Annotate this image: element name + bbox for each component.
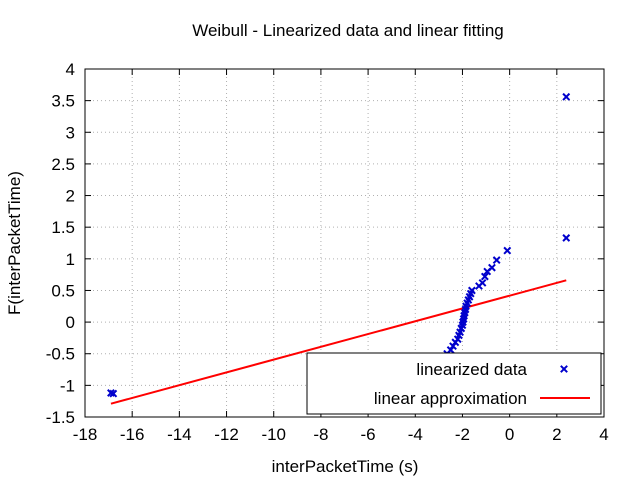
x-axis-title: interPacketTime (s) — [272, 457, 419, 476]
y-tick-label: -0.5 — [46, 345, 75, 364]
data-point — [503, 246, 512, 255]
marker-stroke — [560, 365, 568, 373]
y-tick-label: 4 — [66, 60, 75, 79]
x-tick-label: -10 — [261, 425, 286, 444]
legend: linearized data linear approximation — [306, 352, 602, 415]
x-tick-labels: -18 -16 -14 -12 -10 -8 -6 -4 -2 0 2 4 — [73, 425, 609, 444]
y-tick-labels: -1.5 -1 -0.5 0 0.5 1 1.5 2 2.5 3 3.5 4 — [46, 60, 75, 427]
marker-stroke — [478, 278, 487, 287]
chart-title: Weibull - Linearized data and linear fit… — [192, 21, 504, 40]
x-tick-label: 0 — [505, 425, 514, 444]
y-tick-label: 0 — [66, 313, 75, 332]
x-tick-label: -2 — [455, 425, 470, 444]
marker-stroke — [480, 272, 489, 281]
data-point — [488, 263, 496, 272]
y-tick-label: 0.5 — [51, 281, 75, 300]
y-tick-label: 3 — [66, 123, 75, 142]
legend-box — [306, 352, 602, 415]
x-tick-label: -6 — [361, 425, 376, 444]
data-point — [446, 346, 455, 354]
y-tick-label: -1.5 — [46, 408, 75, 427]
y-tick-label: 1 — [66, 250, 75, 269]
marker-stroke — [562, 234, 571, 242]
data-point — [109, 389, 118, 398]
marker-stroke — [446, 346, 455, 354]
marker-stroke — [467, 286, 476, 295]
data-point — [480, 272, 489, 281]
data-point — [478, 278, 487, 287]
y-axis-title: F(interPacketTime) — [5, 171, 24, 315]
plot-frame — [84, 68, 605, 418]
data-point — [467, 286, 476, 295]
y-tick-label: 2 — [66, 187, 75, 206]
marker-stroke — [107, 389, 115, 397]
y-tick-label: 1.5 — [51, 218, 75, 237]
data-point — [562, 234, 571, 242]
y-tick-label: 3.5 — [51, 92, 75, 111]
legend-marker-data — [560, 365, 568, 373]
marker-stroke — [449, 342, 457, 351]
legend-label-fit: linear approximation — [374, 389, 527, 408]
fit-line — [110, 279, 567, 405]
marker-stroke — [492, 256, 501, 264]
x-tick-label: -8 — [313, 425, 328, 444]
data-point — [449, 342, 457, 351]
marker-stroke — [109, 389, 118, 398]
x-tick-label: -14 — [167, 425, 192, 444]
x-tick-label: -12 — [214, 425, 239, 444]
x-tick-label: -4 — [408, 425, 423, 444]
ticks — [84, 68, 605, 418]
legend-marker-x — [560, 365, 568, 373]
y-tick-label: 2.5 — [51, 155, 75, 174]
marker-stroke — [503, 246, 512, 255]
x-tick-label: -16 — [120, 425, 145, 444]
x-tick-label: 4 — [599, 425, 608, 444]
marker-stroke — [562, 92, 571, 101]
legend-label-data: linearized data — [416, 360, 527, 379]
data-point — [562, 92, 571, 101]
marker-stroke — [488, 263, 496, 272]
x-tick-label: 2 — [552, 425, 561, 444]
data-point — [492, 256, 501, 264]
y-tick-label: -1 — [60, 376, 75, 395]
x-tick-label: -18 — [73, 425, 98, 444]
